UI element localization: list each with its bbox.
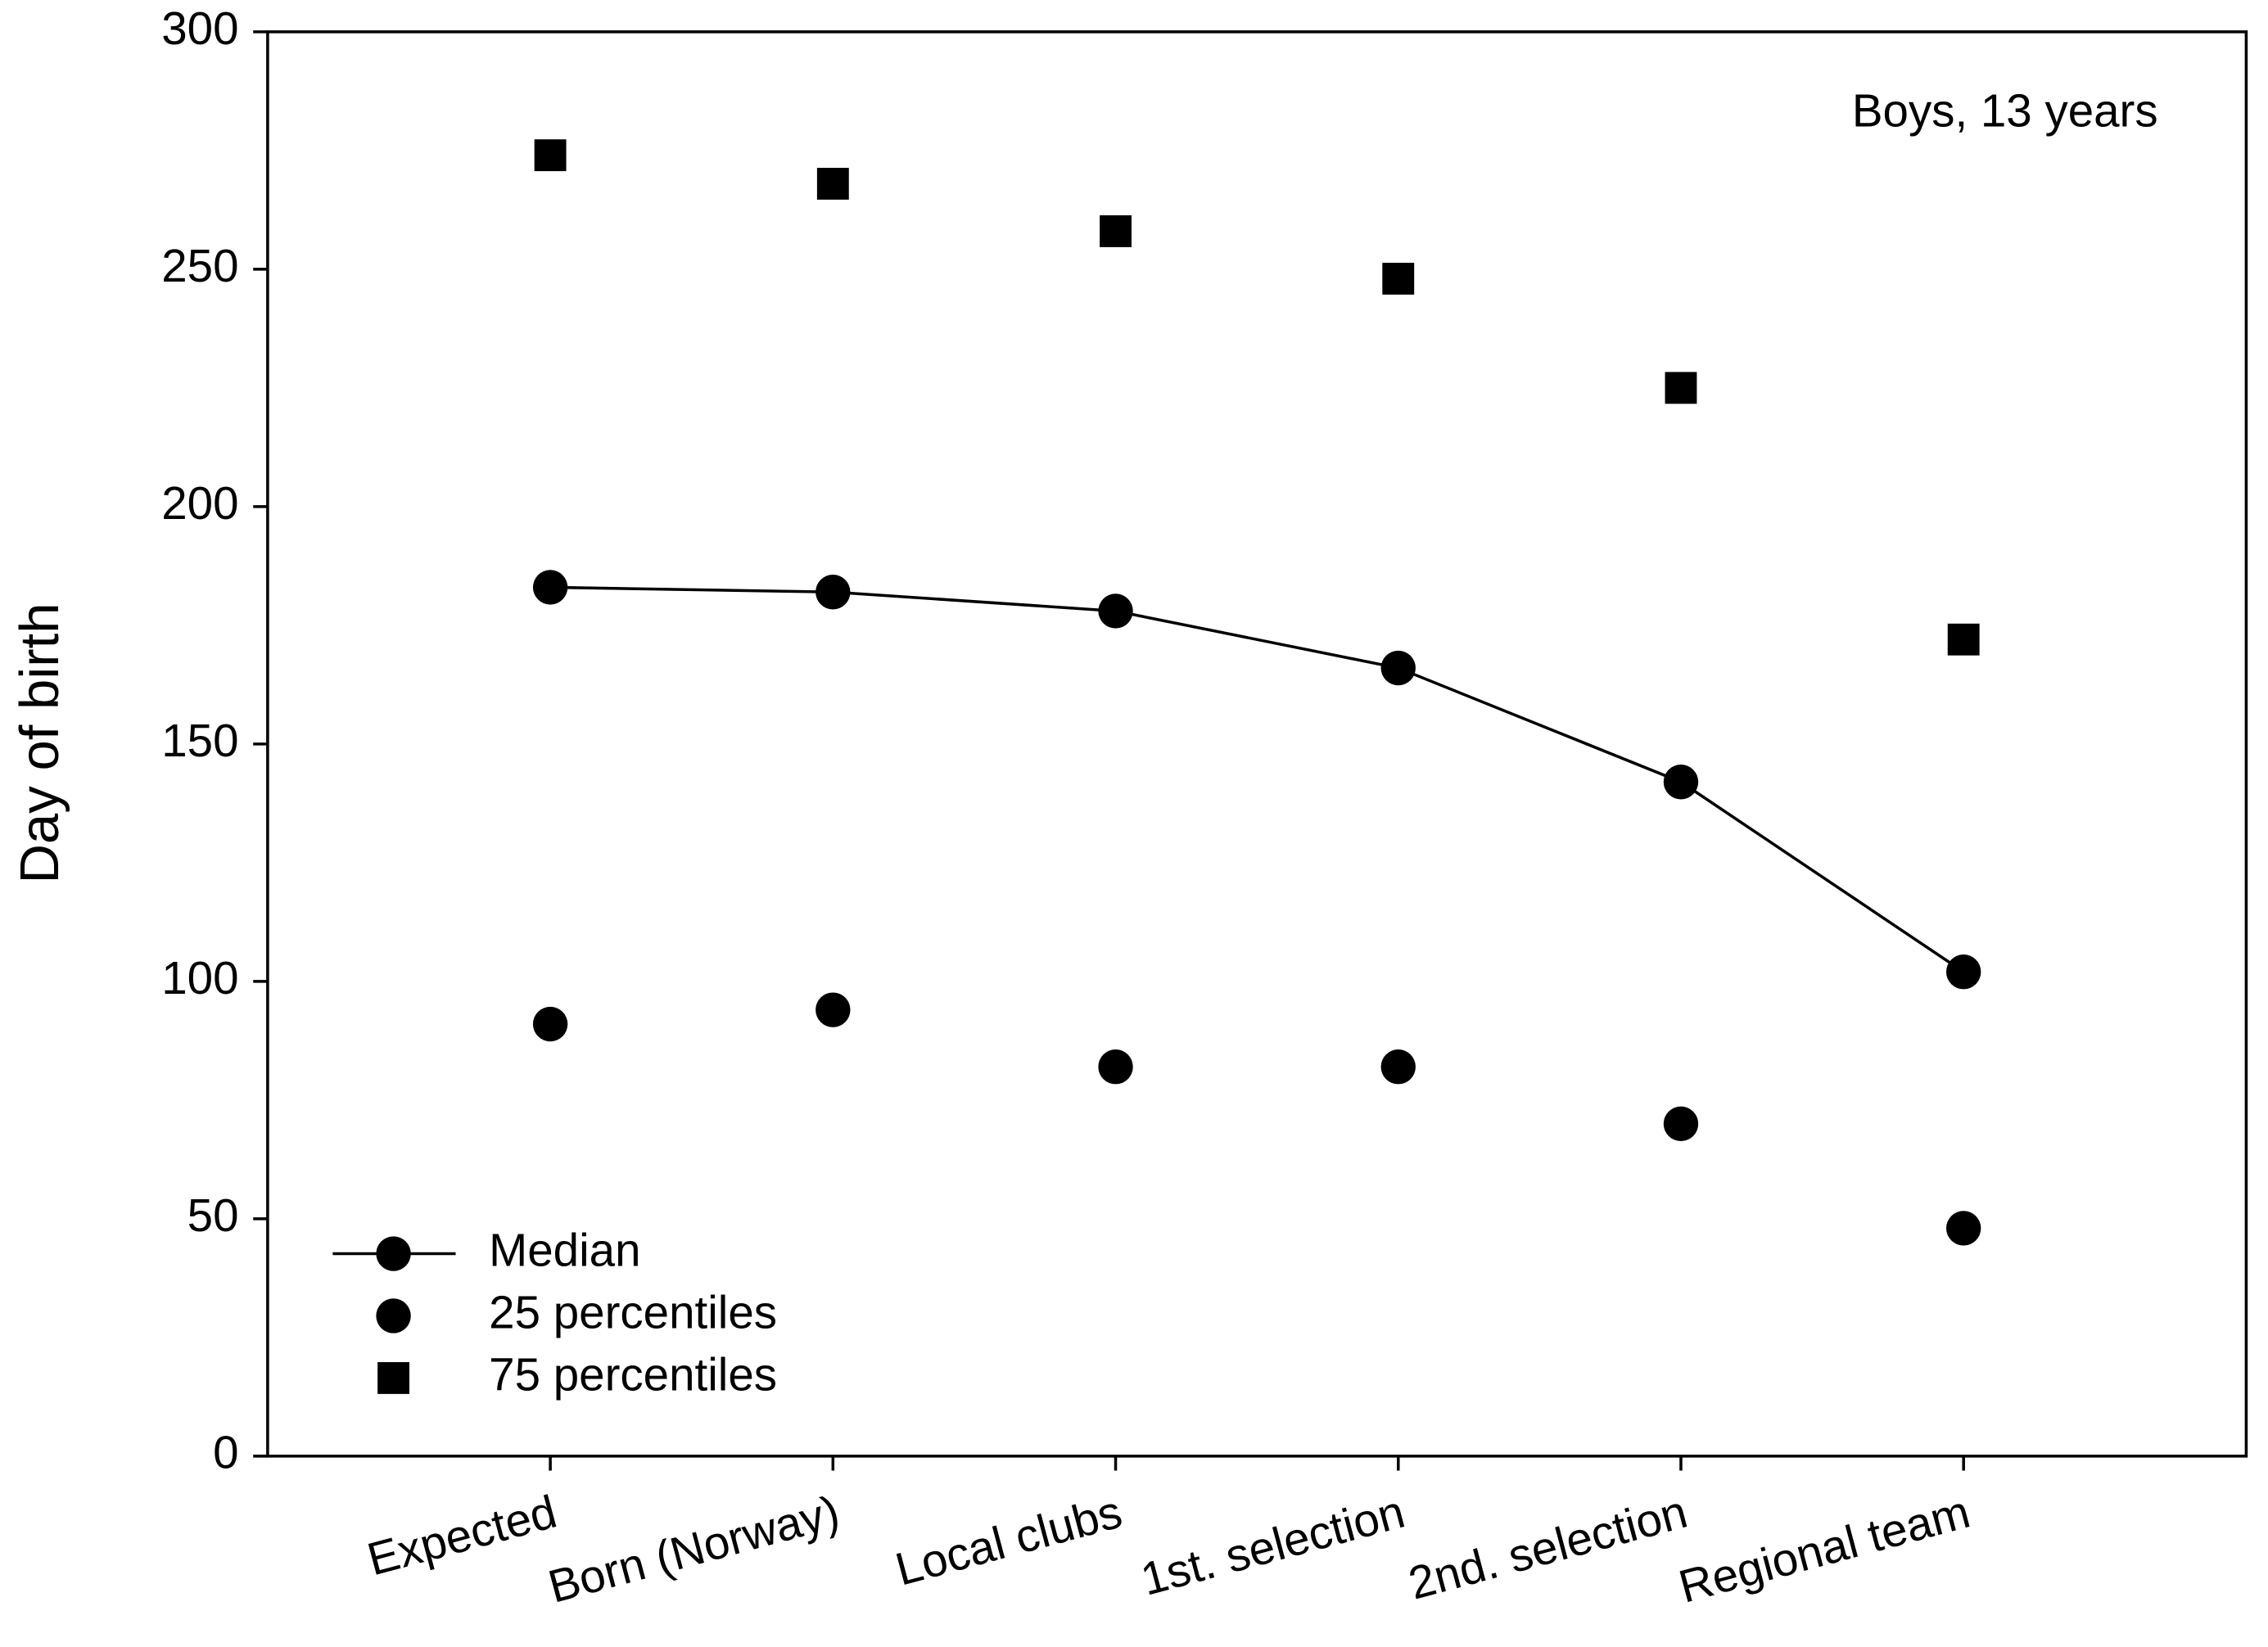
marker — [815, 992, 851, 1027]
y-axis-label: Day of birth — [9, 602, 70, 883]
marker — [532, 570, 568, 605]
y-tick-label: 300 — [161, 2, 238, 54]
y-tick-label: 250 — [161, 240, 238, 291]
marker — [1945, 954, 1981, 990]
series-line — [550, 585, 1965, 973]
y-tick-label: 0 — [213, 1427, 238, 1478]
marker — [1665, 372, 1697, 404]
x-tick-label: Expected — [362, 1486, 562, 1586]
marker — [1098, 593, 1133, 629]
legend-label: 75 percentiles — [489, 1348, 777, 1400]
marker — [532, 1006, 568, 1042]
y-tick-label: 100 — [161, 952, 238, 1004]
x-tick-label: 1st. selection — [1136, 1486, 1410, 1605]
marker — [1663, 765, 1699, 800]
y-tick-label: 50 — [187, 1189, 239, 1241]
legend-marker — [377, 1362, 410, 1394]
marker — [1947, 623, 1980, 656]
legend-marker — [376, 1236, 411, 1271]
marker — [1382, 263, 1415, 295]
marker — [534, 139, 567, 172]
x-tick-label: 2nd. selection — [1403, 1486, 1692, 1609]
marker — [1380, 1049, 1416, 1085]
legend-label: Median — [489, 1224, 640, 1275]
marker — [815, 575, 851, 610]
legend-label: 25 percentiles — [489, 1286, 777, 1338]
marker — [1380, 650, 1416, 686]
y-tick-label: 200 — [161, 477, 238, 529]
x-tick-label: Regional team — [1674, 1486, 1975, 1613]
marker — [816, 168, 849, 200]
x-tick-label: Local clubs — [890, 1486, 1127, 1595]
annotation: Boys, 13 years — [1852, 84, 2158, 136]
marker — [1098, 1049, 1133, 1085]
legend-marker — [376, 1298, 411, 1333]
marker — [1663, 1106, 1699, 1142]
y-tick-label: 150 — [161, 715, 238, 766]
marker — [1945, 1211, 1981, 1246]
x-tick-label: Born (Norway) — [543, 1486, 844, 1613]
marker — [1100, 215, 1132, 247]
